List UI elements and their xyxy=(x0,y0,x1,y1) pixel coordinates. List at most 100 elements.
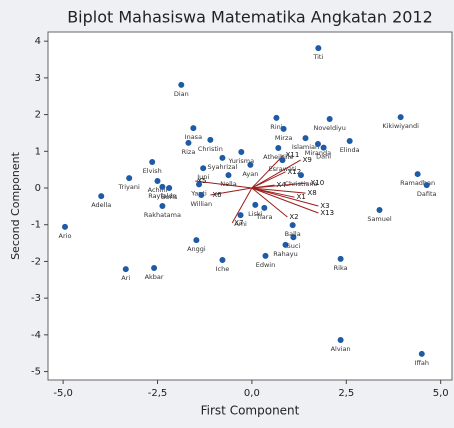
vector-label: X5 xyxy=(197,177,206,185)
point-label: Rika xyxy=(334,264,348,272)
vector-label: X1 xyxy=(297,193,306,201)
point xyxy=(337,255,344,262)
vector-label: X12 xyxy=(287,168,301,176)
point-label: Islamiah xyxy=(292,143,319,151)
y-tick-label: -1 xyxy=(31,220,41,231)
y-axis-label: Second Component xyxy=(9,151,22,260)
point-label: Kikiwiyandi xyxy=(382,122,419,130)
point-label: Edwin xyxy=(256,261,275,269)
point-label: Balla xyxy=(285,230,301,238)
vector-label: X8 xyxy=(308,189,317,197)
point xyxy=(159,203,166,209)
point-label: Tiara xyxy=(255,213,272,221)
point xyxy=(190,125,197,132)
point xyxy=(326,116,333,122)
vector-label: X7 xyxy=(234,219,243,227)
point-label: Ari xyxy=(121,274,130,282)
x-axis-label: First Component xyxy=(201,404,300,418)
loading-vector xyxy=(251,187,319,207)
point-label: Elinda xyxy=(340,146,360,154)
point xyxy=(178,81,185,88)
point-label: Dafita xyxy=(417,190,437,198)
point-label: Esrawati xyxy=(269,165,297,173)
point-label: Ayan xyxy=(242,170,258,178)
point-label: Nella xyxy=(220,180,236,188)
point-label: Dian xyxy=(174,90,189,98)
vector-label: X3 xyxy=(320,202,329,210)
point xyxy=(151,265,158,272)
point xyxy=(252,201,259,208)
point xyxy=(261,204,268,211)
point xyxy=(315,45,322,52)
point xyxy=(200,165,207,172)
point xyxy=(302,135,309,142)
point xyxy=(289,222,296,229)
point-label: Rini xyxy=(270,123,282,131)
point-label: Titi xyxy=(312,53,323,61)
y-tick-label: 2 xyxy=(35,110,41,121)
point xyxy=(290,234,297,241)
vector-label: X10 xyxy=(311,179,325,187)
point-label: Boris xyxy=(161,193,178,201)
y-tick-label: -2 xyxy=(31,256,41,267)
point xyxy=(280,125,287,132)
point xyxy=(122,266,129,273)
loading-vector xyxy=(251,171,286,189)
point-label: Willian xyxy=(190,200,212,208)
loading-vector xyxy=(251,187,306,194)
point xyxy=(418,350,425,357)
y-tick-label: 3 xyxy=(35,73,41,84)
point-label: Iffah xyxy=(415,359,430,367)
point-label: Christiane xyxy=(284,180,317,188)
loading-vector xyxy=(251,182,309,189)
point xyxy=(262,252,269,259)
point xyxy=(237,212,244,219)
point xyxy=(247,161,254,168)
loading-vector xyxy=(251,187,319,214)
loading-vector xyxy=(251,154,284,189)
plot-frame xyxy=(47,31,453,381)
point xyxy=(414,171,421,178)
loading-vector xyxy=(210,187,252,196)
point xyxy=(61,223,68,230)
point xyxy=(273,114,280,121)
loading-vector xyxy=(251,187,288,218)
point xyxy=(275,145,282,151)
y-tick-label: -4 xyxy=(31,330,41,341)
y-tick-label: -3 xyxy=(31,293,41,304)
point xyxy=(219,154,226,161)
x-tick-label: 2,5 xyxy=(338,388,354,399)
point xyxy=(166,185,173,192)
point xyxy=(314,140,321,147)
point-label: Rahayu xyxy=(273,250,297,258)
point-label: Samuel xyxy=(367,215,392,223)
vector-label: X13 xyxy=(320,209,334,217)
point xyxy=(126,175,133,182)
chart-title: Biplot Mahasiswa Matematika Angkatan 201… xyxy=(67,8,433,27)
point xyxy=(397,114,404,121)
point-label: Ario xyxy=(59,232,72,240)
point xyxy=(207,136,214,143)
point-label: Akbar xyxy=(145,273,164,281)
point-label: Triyani xyxy=(118,183,140,191)
point-label: Liski xyxy=(248,210,263,218)
point-label: Achini xyxy=(148,186,168,194)
point xyxy=(154,178,161,185)
point xyxy=(423,182,430,189)
vector-label: X6 xyxy=(212,191,222,199)
point xyxy=(376,207,383,214)
loading-vector xyxy=(251,159,301,189)
x-tick-label: -2,5 xyxy=(148,388,168,399)
point-label: Noveldiyu xyxy=(313,124,345,132)
point xyxy=(196,181,203,188)
point xyxy=(98,193,105,200)
vector-label: X2 xyxy=(289,213,298,221)
point-label: Anggi xyxy=(187,245,206,253)
point-label: Ami xyxy=(234,220,247,228)
point xyxy=(282,241,289,248)
point-label: Juni xyxy=(196,173,209,181)
point xyxy=(225,172,232,179)
point-label: Rakhatama xyxy=(144,211,181,219)
